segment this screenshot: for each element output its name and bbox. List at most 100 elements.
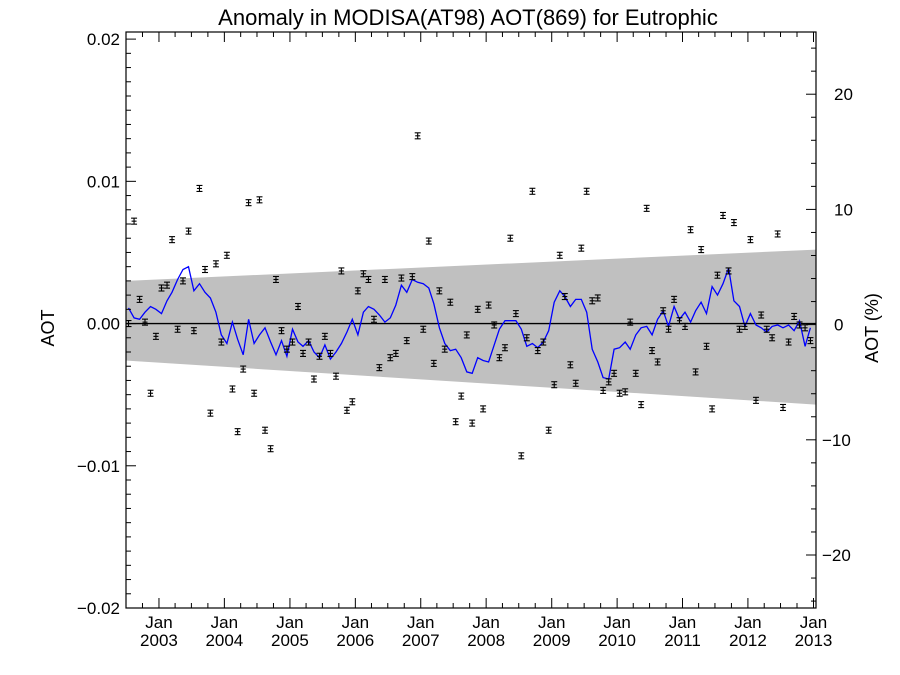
data-point — [649, 347, 656, 355]
y-tick-label-left: 0.02 — [87, 30, 120, 49]
data-point — [627, 318, 634, 326]
data-point — [229, 385, 236, 393]
data-point — [671, 295, 678, 303]
data-point — [632, 369, 639, 377]
data-point — [223, 251, 230, 259]
data-point — [518, 452, 525, 460]
data-point — [529, 187, 536, 195]
data-point — [572, 379, 579, 387]
data-point — [730, 219, 737, 227]
data-point — [289, 338, 296, 346]
data-point — [485, 301, 492, 309]
data-point — [131, 217, 138, 225]
data-point — [769, 334, 776, 342]
data-point — [267, 445, 274, 453]
x-tick-year: 2009 — [533, 631, 571, 650]
data-point — [534, 347, 541, 355]
data-point — [474, 305, 481, 313]
data-point — [698, 246, 705, 254]
data-point — [414, 132, 421, 140]
data-point — [147, 389, 154, 397]
data-point — [245, 199, 252, 207]
y-tick-label-left: 0.01 — [87, 172, 120, 191]
data-point — [343, 406, 350, 414]
data-point — [561, 292, 568, 301]
data-point — [240, 365, 247, 373]
data-point — [589, 297, 596, 305]
data-point — [600, 386, 607, 394]
y-axis-label-left: AOT — [38, 309, 58, 346]
data-point — [682, 322, 689, 330]
data-point — [310, 375, 317, 383]
data-point — [507, 234, 514, 242]
data-point — [692, 368, 699, 376]
data-point — [392, 349, 399, 357]
data-point — [594, 294, 601, 302]
data-point — [703, 342, 710, 350]
x-tick-year: 2004 — [205, 631, 243, 650]
data-point — [202, 265, 209, 274]
data-point — [349, 398, 356, 406]
x-tick-month: Jan — [342, 613, 369, 632]
data-point — [676, 317, 683, 325]
data-point — [190, 327, 197, 335]
data-point — [295, 302, 302, 311]
data-point — [387, 354, 394, 362]
data-point — [420, 325, 427, 333]
data-point — [164, 281, 171, 289]
x-tick-year: 2006 — [336, 631, 374, 650]
data-point — [174, 325, 181, 333]
data-point — [381, 275, 388, 284]
data-point — [463, 331, 470, 339]
data-point — [256, 196, 263, 204]
x-tick-month: Jan — [800, 613, 827, 632]
data-point — [774, 230, 781, 238]
data-point — [807, 337, 814, 345]
data-point — [338, 267, 345, 275]
data-point — [660, 307, 667, 315]
data-point — [567, 361, 574, 369]
data-point — [551, 381, 558, 389]
data-point — [218, 338, 225, 346]
data-point — [545, 426, 552, 434]
data-point — [480, 405, 487, 413]
data-point — [458, 392, 465, 400]
x-tick-year: 2010 — [598, 631, 636, 650]
y-tick-label-right: 20 — [834, 85, 853, 104]
data-point — [616, 389, 623, 397]
data-point — [251, 389, 258, 397]
confidence-band-layer — [126, 249, 816, 405]
data-point — [654, 358, 661, 366]
data-point — [556, 251, 563, 259]
data-point — [152, 332, 159, 340]
x-tick-month: Jan — [211, 613, 238, 632]
data-point — [780, 403, 787, 412]
x-tick-year: 2003 — [140, 631, 178, 650]
data-point — [785, 338, 792, 346]
x-tick-month: Jan — [145, 613, 172, 632]
data-point — [376, 364, 383, 372]
data-point — [305, 338, 312, 346]
data-point — [212, 260, 219, 268]
data-point — [687, 226, 694, 234]
y-axis-label-right: AOT (%) — [862, 293, 882, 363]
chart-title: Anomaly in MODISA(AT98) AOT(869) for Eut… — [218, 5, 718, 30]
data-point — [452, 418, 459, 426]
data-points-layer — [125, 132, 814, 460]
data-point — [512, 310, 519, 318]
data-point — [136, 295, 143, 303]
y-tick-label-left: −0.01 — [77, 457, 120, 476]
x-tick-month: Jan — [407, 613, 434, 632]
data-point — [758, 311, 765, 319]
data-point — [398, 274, 405, 282]
data-point — [425, 237, 432, 245]
data-point — [523, 334, 530, 342]
data-point — [741, 322, 748, 330]
axes-layer: −0.02−0.010.000.010.02−20−1001020Jan2003… — [77, 30, 853, 650]
data-point — [540, 338, 547, 346]
data-point — [643, 204, 650, 212]
data-point — [278, 327, 285, 335]
x-tick-month: Jan — [472, 613, 499, 632]
y-tick-label-right: 10 — [834, 200, 853, 219]
data-point — [501, 344, 508, 352]
